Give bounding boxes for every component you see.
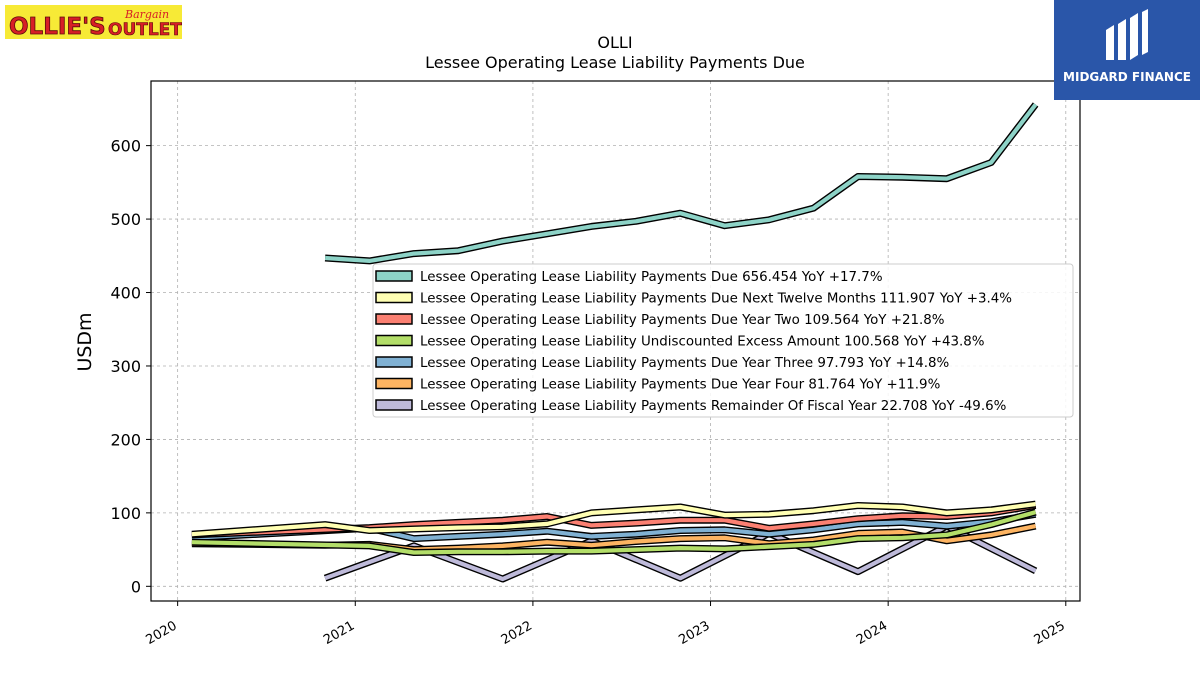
series-line: [191, 503, 1036, 537]
svg-text:OUTLET: OUTLET: [108, 20, 182, 39]
y-axis-label: USDm: [74, 312, 96, 371]
legend-swatch: [375, 270, 413, 282]
y-tick-label: 0: [131, 577, 141, 596]
midgard-finance-logo: MIDGARD FINANCE: [1054, 0, 1200, 100]
svg-text:Bargain: Bargain: [124, 8, 169, 21]
series-line: [324, 103, 1038, 263]
legend-label: Lessee Operating Lease Liability Payment…: [420, 292, 1012, 307]
y-tick-label: 300: [110, 357, 141, 376]
y-tick-label: 500: [110, 210, 141, 229]
series-line: [191, 512, 1036, 541]
legend-swatch: [375, 334, 413, 347]
legend-label: Lessee Operating Lease Liability Undisco…: [420, 335, 984, 350]
svg-text:OLLIE'S: OLLIE'S: [9, 14, 106, 39]
legend-item: Lessee Operating Lease Liability Undisco…: [375, 334, 984, 350]
legend-swatch: [375, 313, 413, 325]
chart-title: OLLI: [597, 33, 632, 52]
ollies-logo: OLLIE'S Bargain OUTLET: [5, 5, 182, 39]
legend-swatch: [375, 377, 413, 390]
x-tick-label: 2021: [321, 618, 357, 648]
legend-label: Lessee Operating Lease Liability Payment…: [420, 378, 940, 393]
legend-label: Lessee Operating Lease Liability Payment…: [420, 356, 949, 371]
series-line: [191, 510, 1037, 555]
series-lessee-operating-lease-liability-payments-due: [324, 102, 1039, 265]
legend-swatch: [375, 356, 413, 368]
series-lessee-operating-lease-liability-payments-remainder-of-fiscal-year: [323, 522, 1038, 583]
series-line-outline: [324, 102, 1039, 265]
chart-subtitle: Lessee Operating Lease Liability Payment…: [425, 53, 805, 72]
series-lessee-operating-lease-liability-payments-due-year-two: [191, 502, 1037, 539]
svg-text:MIDGARD FINANCE: MIDGARD FINANCE: [1063, 70, 1191, 84]
legend-swatch: [375, 399, 413, 411]
legend-label: Lessee Operating Lease Liability Payment…: [420, 270, 883, 285]
series-line: [324, 523, 1037, 582]
legend: Lessee Operating Lease Liability Payment…: [372, 263, 1074, 418]
x-tick-label: 2023: [676, 618, 712, 648]
legend-item: Lessee Operating Lease Liability Payment…: [375, 356, 949, 371]
legend-label: Lessee Operating Lease Liability Payment…: [420, 399, 1006, 414]
y-tick-label: 400: [110, 284, 141, 303]
series-line: [191, 502, 1036, 537]
legend-item: Lessee Operating Lease Liability Payment…: [375, 313, 945, 328]
legend-box: [372, 263, 1074, 418]
series-lessee-operating-lease-liability-payments-due-year-three: [191, 510, 1037, 543]
legend-item: Lessee Operating Lease Liability Payment…: [375, 377, 940, 393]
plot-frame: [150, 80, 1081, 602]
x-tick-label: 2020: [143, 618, 179, 648]
legend-item: Lessee Operating Lease Liability Payment…: [375, 291, 1012, 307]
legend-item: Lessee Operating Lease Liability Payment…: [375, 270, 883, 285]
series-lessee-operating-lease-liability-undiscounted-excess-amount: [191, 508, 1037, 556]
y-tick-label: 600: [110, 137, 141, 156]
y-tick-label: 100: [110, 504, 141, 523]
x-tick-label: 2022: [499, 618, 535, 648]
y-tick-label: 200: [110, 430, 141, 449]
x-tick-label: 2025: [1032, 618, 1068, 648]
x-tick-label: 2024: [854, 618, 890, 648]
legend-item: Lessee Operating Lease Liability Payment…: [375, 399, 1006, 414]
series-lines: [191, 102, 1039, 583]
legend-swatch: [375, 291, 413, 304]
series-lessee-operating-lease-liability-payments-due-next-twelve-months: [191, 500, 1037, 538]
legend-label: Lessee Operating Lease Liability Payment…: [420, 313, 945, 328]
